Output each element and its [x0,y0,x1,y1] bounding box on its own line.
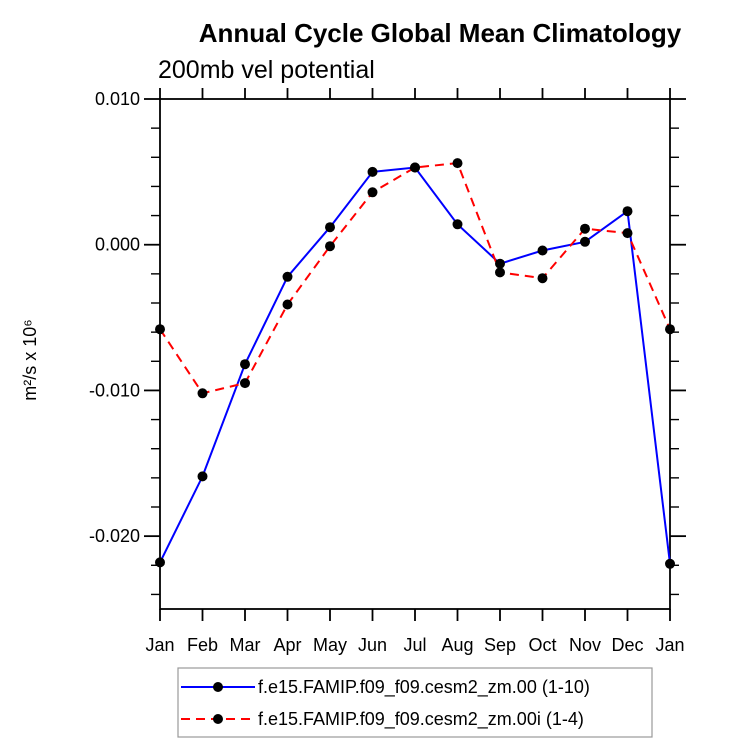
y-axis-label: m²/s x 10⁶ [20,319,40,400]
x-tick-label: Jun [358,635,387,655]
y-tick-label: -0.020 [89,526,140,546]
y-tick-label: 0.010 [95,89,140,109]
series-line-0 [159,166,671,564]
x-tick-label: May [313,635,347,655]
data-point-marker [197,388,208,399]
plot-frame [159,98,671,610]
data-point-marker [452,219,463,230]
legend-entry: f.e15.FAMIP.f09_f09.cesm2_zm.00 (1-10) [181,677,590,698]
data-point-marker [240,378,250,389]
data-point-marker [155,557,165,568]
data-point-marker [155,324,165,335]
x-tick-label: Sep [484,635,516,655]
legend-label: f.e15.FAMIP.f09_f09.cesm2_zm.00i (1-4) [258,709,584,730]
data-point-marker [452,158,463,169]
legend-marker-dot [213,714,223,724]
data-point-marker [580,223,590,234]
x-tick-label: Mar [230,635,261,655]
data-point-marker [580,236,590,247]
legend-box [177,667,653,738]
data-point-marker [495,258,505,269]
data-point-marker [495,267,505,278]
x-tick-label: Dec [611,635,643,655]
plot-area: Jan Feb Mar Apr May Jun Jul Aug Sep Oct Nov Dec Jan 0… [89,88,686,655]
data-point-marker [282,299,293,310]
legend-entry: f.e15.FAMIP.f09_f09.cesm2_zm.00i (1-4) [181,709,584,730]
x-tick-label: Feb [187,635,218,655]
legend: f.e15.FAMIP.f09_f09.cesm2_zm.00 (1-10) f… [177,667,653,738]
x-tick-label: Nov [569,635,601,655]
chart-subtitle: 200mb vel potential [158,56,375,84]
data-point-marker [325,241,335,252]
data-point-marker [665,324,675,335]
y-tick-label: 0.000 [95,235,140,255]
data-point-marker [367,166,378,177]
data-point-marker [410,162,420,173]
data-point-marker [240,359,250,370]
data-point-marker [622,228,633,239]
data-point-marker [622,206,633,217]
legend-label: f.e15.FAMIP.f09_f09.cesm2_zm.00 (1-10) [258,677,590,698]
y-tick-label: -0.010 [89,380,140,400]
chart-title: Annual Cycle Global Mean Climatology [199,18,682,48]
data-point-marker [282,271,293,282]
data-point-marker [537,273,548,284]
data-point-marker [367,187,378,198]
x-tick-label: Jul [403,635,426,655]
legend-marker-dot [213,682,223,692]
x-tick-label: Oct [528,635,556,655]
x-tick-label: Jan [655,635,684,655]
x-tick-label: Jan [145,635,174,655]
data-point-marker [325,222,335,233]
x-tick-label: Apr [273,635,301,655]
data-point-marker [537,245,548,256]
x-tick-label: Aug [441,635,473,655]
data-point-marker [197,471,208,482]
data-point-marker [665,558,675,569]
series-line-1 [159,162,671,395]
